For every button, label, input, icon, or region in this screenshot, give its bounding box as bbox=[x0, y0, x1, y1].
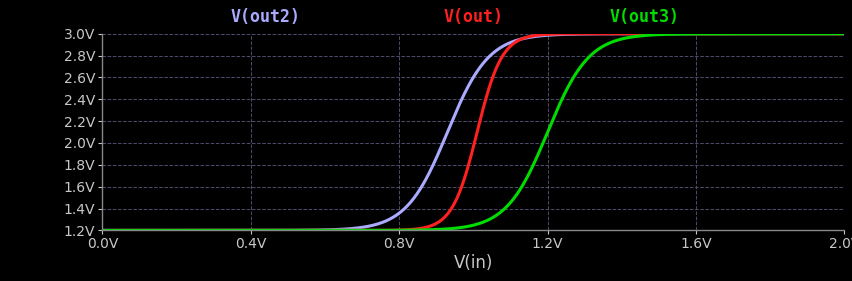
Text: V(out): V(out) bbox=[443, 8, 503, 26]
Text: V(out3): V(out3) bbox=[608, 8, 678, 26]
X-axis label: V(in): V(in) bbox=[453, 254, 492, 272]
Text: V(out2): V(out2) bbox=[230, 8, 300, 26]
